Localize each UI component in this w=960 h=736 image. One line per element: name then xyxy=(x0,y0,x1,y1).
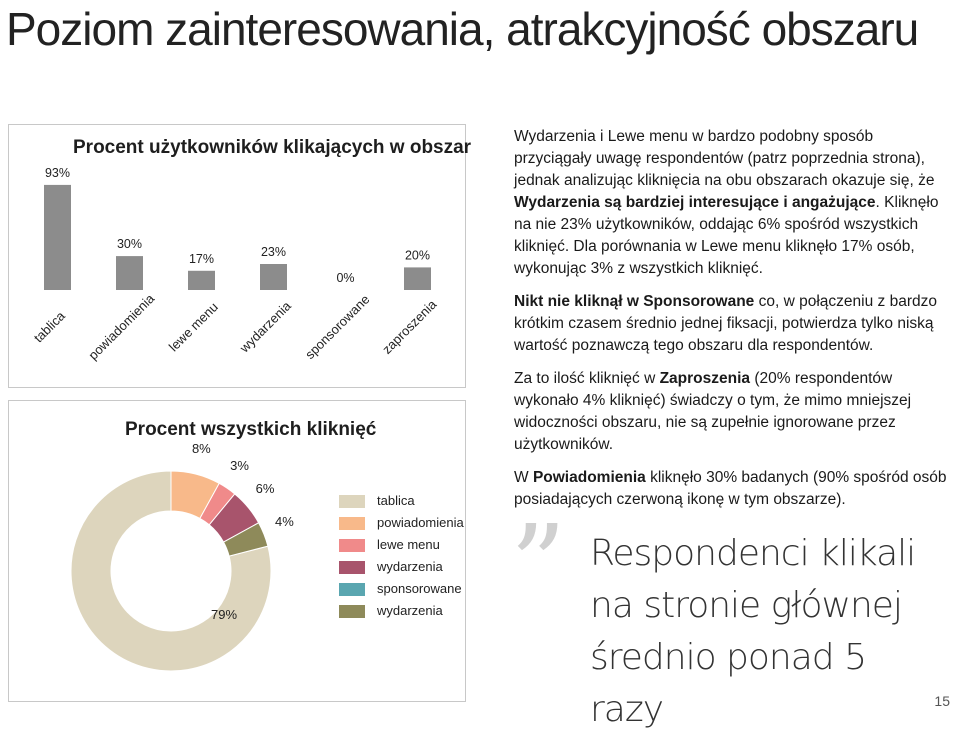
bar-category-label: zaproszenia xyxy=(379,296,440,357)
legend-swatch xyxy=(339,605,365,618)
donut-value-label: 8% xyxy=(192,441,211,456)
legend-swatch xyxy=(339,583,365,596)
bar-category-label: wydarzenia xyxy=(236,298,294,356)
legend-swatch xyxy=(339,561,365,574)
donut-slice-tablica xyxy=(70,470,272,672)
legend-label: tablica xyxy=(377,493,415,508)
legend-label: wydarzenia xyxy=(377,603,443,618)
donut-value-label: 6% xyxy=(256,481,275,496)
paragraph-emphasis: Nikt nie kliknął w Sponsorowane xyxy=(514,293,755,310)
paragraph-run: W xyxy=(514,469,533,486)
bar-chart: 93% tablica 30% powiadomienia 17% lewe menu 23… xyxy=(31,166,440,363)
bar-value-label: 93% xyxy=(45,166,70,180)
paragraph-run: Za to ilość kliknięć w xyxy=(514,370,660,387)
bar-value-label: 17% xyxy=(189,252,214,266)
donut-value-label: 4% xyxy=(275,514,294,529)
legend-swatch xyxy=(339,517,365,530)
paragraph-run: . Kliknęło na nie 23% użytkowników, odda… xyxy=(514,194,939,277)
donut-slice-wydarzenia xyxy=(222,522,269,557)
paragraph-emphasis: Zaproszenia xyxy=(659,370,751,387)
legend-label: wydarzenia xyxy=(377,559,443,574)
paragraph-run: co, w połączeniu z bardzo krótkim czasem… xyxy=(514,293,937,354)
donut-chart-title: Procent wszystkich kliknięć xyxy=(125,419,377,440)
paragraph-invitations: Za to ilość kliknięć w Zaproszenia (20% … xyxy=(514,368,954,456)
bar-wydarzenia xyxy=(260,264,287,290)
text-column: Wydarzenia i Lewe menu w bardzo podobny … xyxy=(514,126,954,522)
paragraph-emphasis: Powiadomienia xyxy=(532,469,646,486)
legend-label: lewe menu xyxy=(377,537,440,552)
quote-text: Respondenci klikali na stronie głównej ś… xyxy=(590,533,916,730)
page-number: 15 xyxy=(934,693,950,709)
bar-lewe-menu xyxy=(188,270,215,290)
bar-chart-title: Procent użytkowników klikających w obsza… xyxy=(73,137,472,158)
bar-value-label: 0% xyxy=(336,271,354,285)
bar-value-label: 23% xyxy=(261,245,286,259)
paragraph-run: (20% respondentów wykonało 4% kliknięć) … xyxy=(514,370,912,453)
donut-value-label: 79% xyxy=(211,607,237,622)
bar-zaproszenia xyxy=(404,267,431,290)
bar-powiadomienia xyxy=(116,256,143,290)
quote-mark-icon: ” xyxy=(510,501,567,629)
donut-value-label: 3% xyxy=(230,458,249,473)
paragraph-run: Wydarzenia i Lewe menu w bardzo podobny … xyxy=(514,128,935,189)
paragraph-events: Wydarzenia i Lewe menu w bardzo podobny … xyxy=(514,126,954,280)
paragraph-run: kliknęło 30% badanych (90% spośród osób … xyxy=(514,469,947,508)
legend-label: powiadomienia xyxy=(377,515,464,530)
legend-swatch xyxy=(339,539,365,552)
legend-swatch xyxy=(339,495,365,508)
paragraph-emphasis: Wydarzenia są bardziej interesujące i an… xyxy=(514,194,876,211)
slide-title: Poziom zainteresowania, atrakcyjność obs… xyxy=(6,3,919,55)
donut-chart-panel: Procent wszystkich kliknięć 79% 8% 3% 6% 4% … xyxy=(8,400,466,702)
paragraph-notifications: W Powiadomienia kliknęło 30% badanych (9… xyxy=(514,467,954,511)
donut-chart: 79% 8% 3% 6% 4% xyxy=(70,441,294,672)
legend-label: sponsorowane xyxy=(377,581,462,596)
bar-value-label: 30% xyxy=(117,237,142,251)
bar-category-label: lewe menu xyxy=(166,299,221,354)
bar-value-label: 20% xyxy=(405,248,430,262)
bar-category-label: powiadomienia xyxy=(85,290,157,362)
bar-chart-panel: Procent użytkowników klikających w obsza… xyxy=(8,124,471,388)
paragraph-sponsored: Nikt nie kliknął w Sponsorowane co, w po… xyxy=(514,291,954,357)
bar-category-label: tablica xyxy=(31,308,69,346)
bar-category-label: sponsorowane xyxy=(302,292,372,362)
bar-tablica xyxy=(44,184,71,290)
